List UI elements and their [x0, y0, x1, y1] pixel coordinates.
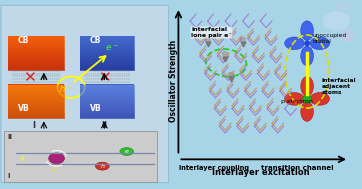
Text: transition channel: transition channel: [261, 165, 334, 171]
Ellipse shape: [222, 52, 228, 57]
FancyBboxPatch shape: [1, 5, 169, 183]
Text: ✕: ✕: [98, 70, 111, 85]
Text: unoccupied
orbital: unoccupied orbital: [313, 33, 347, 44]
Bar: [4, 131, 157, 182]
Text: VB: VB: [17, 104, 29, 113]
Text: I: I: [8, 173, 10, 179]
Bar: [8, 84, 64, 118]
Text: ✕: ✕: [23, 70, 35, 85]
Ellipse shape: [303, 94, 311, 103]
Ellipse shape: [96, 162, 109, 170]
Ellipse shape: [205, 37, 211, 42]
Ellipse shape: [340, 29, 358, 42]
Text: Oscillator Strength: Oscillator Strength: [169, 40, 178, 122]
Bar: [8, 36, 64, 70]
Text: interlayer coupling: interlayer coupling: [180, 165, 249, 171]
Text: CB: CB: [17, 36, 29, 45]
Text: p electron: p electron: [281, 99, 313, 104]
Text: $h^+$: $h^+$: [59, 83, 72, 95]
Text: I: I: [33, 121, 35, 130]
Ellipse shape: [285, 37, 304, 50]
Text: Interlayer excitation: Interlayer excitation: [212, 168, 310, 177]
Text: II: II: [8, 134, 13, 140]
Ellipse shape: [304, 40, 310, 46]
Ellipse shape: [323, 11, 350, 31]
Bar: [80, 36, 134, 70]
Ellipse shape: [310, 37, 329, 50]
Ellipse shape: [228, 72, 234, 77]
Text: $e$: $e$: [124, 148, 130, 155]
Ellipse shape: [285, 93, 304, 105]
Text: interfacial
adjacent
atoms: interfacial adjacent atoms: [322, 78, 356, 94]
Ellipse shape: [240, 37, 246, 42]
Ellipse shape: [301, 46, 313, 66]
Bar: [80, 84, 134, 118]
Ellipse shape: [310, 93, 329, 105]
Text: interfacial
lone pair e⁻: interfacial lone pair e⁻: [191, 27, 232, 38]
Text: $h^+$: $h^+$: [51, 167, 62, 175]
Text: VB: VB: [90, 104, 101, 113]
Ellipse shape: [120, 148, 134, 155]
Text: ⚡: ⚡: [18, 153, 25, 163]
Text: $e^-$: $e^-$: [105, 43, 119, 53]
Text: $h$: $h$: [100, 162, 105, 170]
Ellipse shape: [301, 77, 313, 96]
Text: CB: CB: [90, 36, 101, 45]
Text: II: II: [101, 121, 107, 130]
Ellipse shape: [301, 21, 313, 40]
Ellipse shape: [49, 153, 64, 164]
Ellipse shape: [301, 102, 313, 121]
Ellipse shape: [335, 0, 351, 12]
